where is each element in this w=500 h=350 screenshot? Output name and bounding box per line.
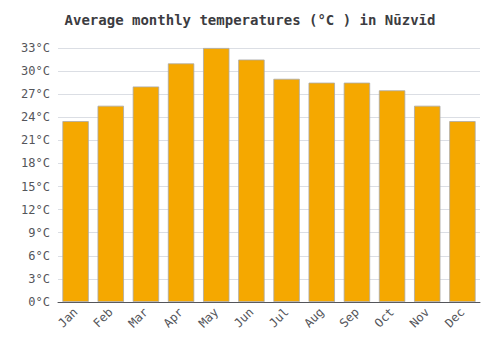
svg-text:15°C: 15°C	[21, 180, 50, 194]
svg-text:Sep: Sep	[337, 305, 362, 330]
svg-text:3°C: 3°C	[28, 272, 50, 286]
svg-text:12°C: 12°C	[21, 203, 50, 217]
svg-text:Apr: Apr	[161, 305, 186, 330]
svg-text:6°C: 6°C	[28, 249, 50, 263]
svg-text:Nov: Nov	[407, 305, 432, 330]
svg-text:18°C: 18°C	[21, 156, 50, 170]
svg-text:Average monthly temperatures (: Average monthly temperatures (°C ) in Nū…	[65, 12, 436, 28]
svg-text:21°C: 21°C	[21, 133, 50, 147]
svg-text:30°C: 30°C	[21, 64, 50, 78]
svg-text:May: May	[196, 305, 221, 330]
svg-text:Oct: Oct	[372, 305, 397, 330]
svg-text:Jan: Jan	[55, 305, 80, 330]
svg-text:Feb: Feb	[90, 305, 115, 330]
svg-text:Jun: Jun	[231, 305, 256, 330]
svg-text:9°C: 9°C	[28, 226, 50, 240]
svg-text:0°C: 0°C	[28, 295, 50, 309]
svg-text:Mar: Mar	[126, 305, 151, 330]
svg-text:24°C: 24°C	[21, 110, 50, 124]
svg-text:33°C: 33°C	[21, 41, 50, 55]
svg-text:Jul: Jul	[266, 305, 291, 330]
svg-text:27°C: 27°C	[21, 87, 50, 101]
svg-text:Dec: Dec	[442, 305, 467, 330]
svg-text:Aug: Aug	[301, 305, 326, 330]
